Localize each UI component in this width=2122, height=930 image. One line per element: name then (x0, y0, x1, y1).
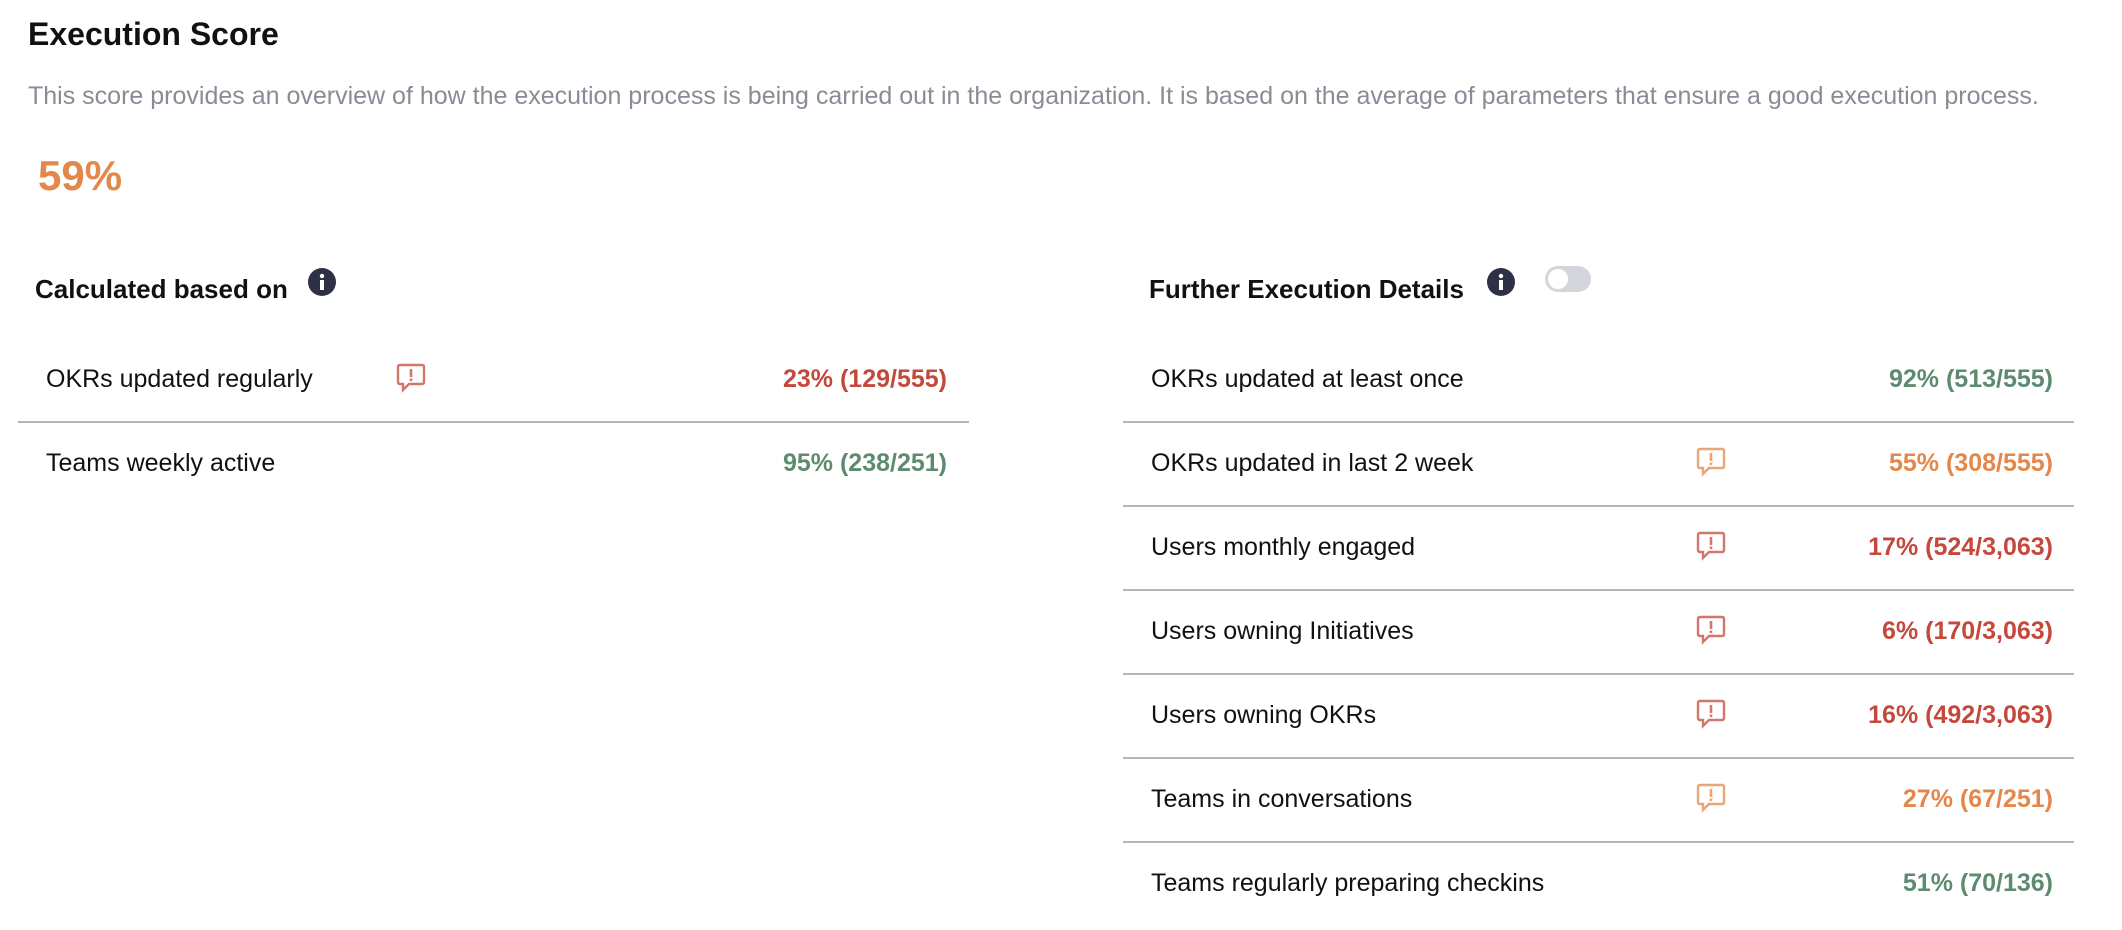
row-value: 27% (67/251) (1902, 785, 2053, 813)
row-separator (1123, 841, 2074, 843)
section-title: Calculated based on (35, 274, 288, 304)
score: 59% (38, 152, 123, 199)
row-label: OKRs updated at least once (1151, 365, 1464, 393)
alert-icon[interactable] (1696, 614, 1726, 646)
info-icon[interactable] (307, 267, 337, 297)
row-separator (1123, 505, 2074, 507)
row-label: OKRs updated regularly (46, 365, 313, 393)
section-title: Further Execution Details (1149, 274, 1464, 304)
alert-icon[interactable] (1696, 782, 1726, 814)
row-label: Users owning Initiatives (1151, 617, 1414, 645)
row-separator (1123, 757, 2074, 759)
toggle-knob (1548, 269, 1568, 289)
row-label: Users owning OKRs (1151, 701, 1377, 729)
row-value: 92% (513/555) (1888, 365, 2053, 393)
row-value: 95% (238/251) (782, 449, 947, 477)
row-label: Users monthly engaged (1151, 533, 1416, 561)
alert-icon[interactable] (1696, 446, 1726, 478)
row-separator (1123, 673, 2074, 675)
info-icon[interactable] (1486, 267, 1516, 297)
row-value: 55% (308/555) (1888, 449, 2053, 477)
row-value: 51% (70/136) (1902, 869, 2053, 897)
row-value: 17% (524/3,063) (1868, 533, 2053, 561)
row-label: Teams regularly preparing checkins (1151, 869, 1545, 897)
row-value: 16% (492/3,063) (1868, 701, 2053, 729)
toggle[interactable] (1545, 266, 1591, 292)
row-value: 6% (170/3,063) (1882, 617, 2053, 645)
row-label: OKRs updated in last 2 week (1151, 449, 1474, 477)
row-separator (1123, 421, 2074, 423)
row-label: Teams weekly active (46, 449, 276, 477)
alert-icon[interactable] (396, 362, 426, 394)
page-title: Execution Score (28, 16, 279, 52)
row-separator (18, 421, 969, 423)
row-label: Teams in conversations (1151, 785, 1413, 813)
alert-icon[interactable] (1696, 530, 1726, 562)
row-value: 23% (129/555) (782, 365, 947, 393)
alert-icon[interactable] (1696, 698, 1726, 730)
row-separator (1123, 589, 2074, 591)
description: This score provides an overview of how t… (28, 82, 2039, 110)
